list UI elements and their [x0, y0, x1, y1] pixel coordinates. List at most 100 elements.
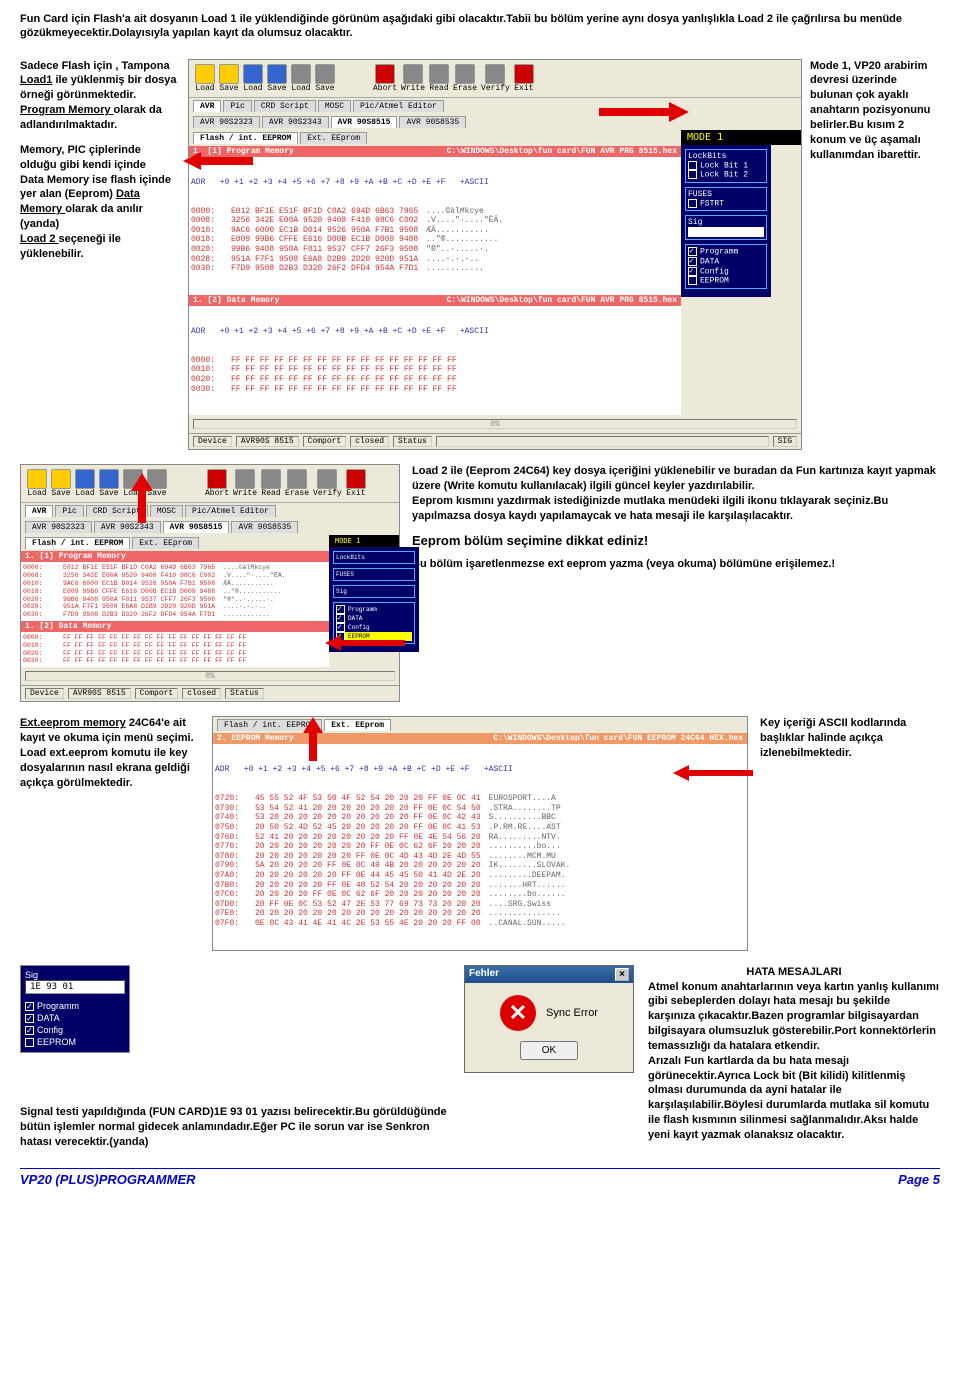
sig-panel: Sig 1E 93 01 ProgrammDATAConfigEEPROM [20, 965, 130, 1054]
tab-avr-90s2343[interactable]: AVR 90S2343 [262, 116, 329, 128]
tab-pic-atmel-editor[interactable]: Pic/Atmel Editor [185, 505, 276, 517]
left-description: Sadece Flash için , Tampona Load1 ile yü… [20, 59, 180, 451]
toolbar-read-button[interactable]: Read [261, 469, 281, 498]
data-memory-header: 1. [2] Data MemoryC:\WINDOWS\Desktop\fun… [189, 295, 681, 306]
section-3: Ext.eeprom memory 24C64'e ait kayıt ve o… [20, 716, 940, 950]
program-memory-header: 1. [1] Program MemoryC:\WINDOWS\Desktop\… [189, 146, 681, 157]
sig-opt-eeprom[interactable]: EEPROM [25, 1036, 125, 1048]
toolbar-save-button[interactable]: Save [219, 64, 239, 93]
load-icon [27, 469, 47, 489]
tab-crd-script[interactable]: CRD Script [254, 100, 316, 112]
toolbar-save-button[interactable]: Save [99, 469, 119, 498]
toolbar-load-button[interactable]: Load [27, 469, 47, 498]
subtab-flash[interactable]: Flash / int. EEPROM [25, 537, 130, 549]
device-tabs: AVRPicCRD ScriptMOSCPic/Atmel Editor [21, 503, 399, 519]
toolbar-load-button[interactable]: Load [243, 64, 263, 93]
chip-tabs: AVR 90S2323AVR 90S2343AVR 90S8515AVR 90S… [189, 114, 801, 130]
hex-row: 0790:5A 20 20 20 20 FF 0E 0C 49 4B 20 20… [215, 861, 745, 871]
toolbar-save-button[interactable]: Save [267, 64, 287, 93]
tab-mosc[interactable]: MOSC [318, 100, 351, 112]
erase-icon [287, 469, 307, 489]
toolbar-load-button[interactable]: Load [291, 64, 311, 93]
toolbar-write-button[interactable]: Write [233, 469, 257, 498]
hex-row: 0000:FF FF FF FF FF FF FF FF FF FF FF FF… [23, 634, 327, 642]
lockbit1-checkbox[interactable] [688, 161, 697, 170]
tab-pic[interactable]: Pic [55, 505, 83, 517]
tab-pic[interactable]: Pic [223, 100, 251, 112]
toolbar-verify-button[interactable]: Verify [481, 64, 510, 93]
arrow-icon [599, 102, 689, 122]
tab-avr-90s8535[interactable]: AVR 90S8535 [231, 521, 298, 533]
toolbar-exit-button[interactable]: Exit [514, 64, 534, 93]
tab-avr-90s2323[interactable]: AVR 90S2323 [193, 116, 260, 128]
exit-icon [514, 64, 534, 84]
hex-row: 0030:FF FF FF FF FF FF FF FF FF FF FF FF… [191, 385, 679, 395]
toolbar-save-button[interactable]: Save [315, 64, 335, 93]
toolbar-abort-button[interactable]: Abort [373, 64, 397, 93]
eeprom-checkbox[interactable] [688, 276, 697, 285]
hex-row: 0770:20 20 20 20 20 20 20 20 FF 0E 0C 62… [215, 842, 745, 852]
mem-subtabs: Flash / int. EEPROM Ext. EEprom [189, 130, 681, 146]
toolbar-save-button[interactable]: Save [51, 469, 71, 498]
hex-row: 0028:951A F7F1 9508 E6A8 D2B9 2D20 920D … [191, 255, 679, 265]
config-checkbox[interactable] [688, 267, 697, 276]
abort-icon [207, 469, 227, 489]
tab-avr[interactable]: AVR [25, 505, 53, 517]
hex-row: 0030:FF FF FF FF FF FF FF FF FF FF FF FF… [23, 657, 327, 665]
tab-avr-90s2323[interactable]: AVR 90S2323 [25, 521, 92, 533]
program-memory-hex: ADR +0 +1 +2 +3 +4 +5 +6 +7 +8 +9 +A +B … [189, 157, 681, 295]
ok-button[interactable]: OK [520, 1041, 578, 1060]
hex-row: 0010:9AC6 6000 EC1B D014 9526 950A F7B1 … [23, 580, 327, 588]
toolbar-exit-button[interactable]: Exit [346, 469, 366, 498]
tab-avr[interactable]: AVR [193, 100, 221, 112]
hex-row: 0760:52 41 20 20 20 20 20 20 20 20 FF 0E… [215, 833, 745, 843]
write-options-group: Programm DATA Config EEPROM [685, 244, 767, 288]
load-icon [75, 469, 95, 489]
toolbar-write-button[interactable]: Write [401, 64, 425, 93]
close-icon[interactable]: × [615, 968, 629, 981]
tab-mosc[interactable]: MOSC [150, 505, 183, 517]
save-icon [99, 469, 119, 489]
tab-avr-90s8535[interactable]: AVR 90S8535 [399, 116, 466, 128]
eeprom-memory-header: 2. EEPROM MemoryC:\WINDOWS\Desktop\fun c… [213, 733, 747, 744]
section-1: Sadece Flash için , Tampona Load1 ile yü… [20, 59, 940, 451]
checkbox-icon[interactable] [25, 1002, 34, 1011]
subtab-flash[interactable]: Flash / int. EEPROM [193, 132, 298, 144]
checkbox-icon[interactable] [25, 1014, 34, 1023]
toolbar-load-button[interactable]: Load [75, 469, 95, 498]
checkbox-icon[interactable] [25, 1038, 34, 1047]
eeprom-description: Load 2 ile (Eeprom 24C64) key dosya içer… [412, 464, 940, 572]
data-memory-hex: ADR +0 +1 +2 +3 +4 +5 +6 +7 +8 +9 +A +B … [189, 306, 681, 416]
arrow-icon [673, 765, 753, 781]
data-checkbox[interactable] [688, 257, 697, 266]
hex-row: 0720:45 55 52 4F 53 50 4F 52 54 20 20 20… [215, 794, 745, 804]
exit-icon [346, 469, 366, 489]
subtab-exteeprom[interactable]: Ext. EEprom [300, 132, 367, 144]
fstrt-checkbox[interactable] [688, 199, 697, 208]
toolbar: LoadSaveLoadSaveLoadSaveAbortWriteReadEr… [189, 60, 801, 98]
verify-icon [317, 469, 337, 489]
sig-opt-programm[interactable]: Programm [25, 1000, 125, 1012]
toolbar-abort-button[interactable]: Abort [205, 469, 229, 498]
tab-avr-90s8515[interactable]: AVR 90S8515 [163, 521, 230, 533]
sig-opt-config[interactable]: Config [25, 1024, 125, 1036]
toolbar-erase-button[interactable]: Erase [453, 64, 477, 93]
subtab-exteeprom[interactable]: Ext. EEprom [324, 719, 391, 731]
subtab-exteeprom[interactable]: Ext. EEprom [132, 537, 199, 549]
toolbar-load-button[interactable]: Load [195, 64, 215, 93]
intro-paragraph: Fun Card için Flash'a ait dosyanın Load … [20, 12, 940, 41]
tab-avr-90s8515[interactable]: AVR 90S8515 [331, 116, 398, 128]
fuses-group: FUSES FSTRT [685, 187, 767, 212]
toolbar-verify-button[interactable]: Verify [313, 469, 342, 498]
programm-checkbox[interactable] [688, 247, 697, 256]
chip-tabs: AVR 90S2323AVR 90S2343AVR 90S8515AVR 90S… [21, 519, 399, 535]
hex-row: 0008:3256 342E E00A 9520 9408 F410 98C6 … [191, 216, 679, 226]
hex-row: 0010:9AC6 6000 EC1B D014 9526 950A F7B1 … [191, 226, 679, 236]
toolbar-erase-button[interactable]: Erase [285, 469, 309, 498]
lockbit2-checkbox[interactable] [688, 170, 697, 179]
tab-pic-atmel-editor[interactable]: Pic/Atmel Editor [353, 100, 444, 112]
section-2: LoadSaveLoadSaveLoadSaveAbortWriteReadEr… [20, 464, 940, 702]
checkbox-icon[interactable] [25, 1026, 34, 1035]
toolbar-read-button[interactable]: Read [429, 64, 449, 93]
sig-opt-data[interactable]: DATA [25, 1012, 125, 1024]
